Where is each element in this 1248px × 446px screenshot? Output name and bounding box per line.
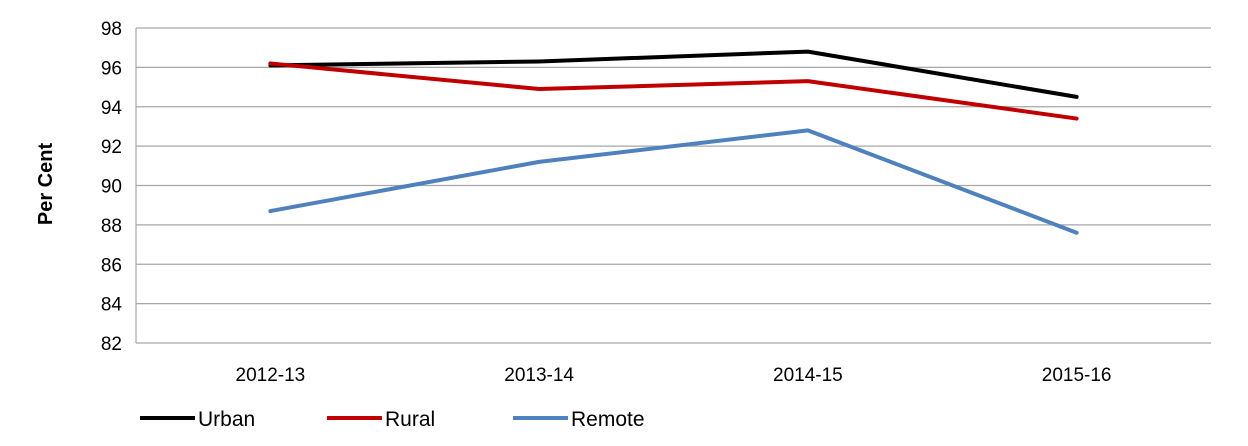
y-tick-label: 98: [101, 19, 122, 40]
y-tick-label: 82: [101, 334, 122, 355]
y-tick-labels: 82 84 86 88 90 92 94 96 98: [101, 19, 123, 355]
x-tick-label: 2013-14: [504, 365, 574, 386]
legend-label-urban: Urban: [198, 408, 255, 431]
y-tick-label: 86: [101, 255, 122, 276]
y-tick-label: 84: [101, 295, 123, 316]
legend-label-remote: Remote: [571, 408, 645, 431]
x-tick-label: 2014-15: [773, 365, 843, 386]
x-tick-label: 2012-13: [236, 365, 306, 386]
y-tick-label: 96: [101, 58, 122, 79]
y-tick-label: 94: [101, 98, 123, 119]
gridlines: [135, 27, 1211, 344]
series-line-remote: [268, 128, 1079, 235]
series-line-rural: [268, 61, 1079, 121]
x-tick-labels: 2012-13 2013-14 2014-15 2015-16: [236, 365, 1112, 386]
y-tick-label: 90: [101, 177, 122, 198]
legend-label-rural: Rural: [385, 408, 435, 431]
series-line-urban: [268, 49, 1079, 99]
y-tick-label: 92: [101, 137, 122, 158]
x-tick-label: 2015-16: [1042, 365, 1112, 386]
series-lines: [268, 49, 1079, 235]
y-tick-label: 88: [101, 216, 122, 237]
legend: Urban Rural Remote: [140, 408, 645, 431]
y-axis-title: Per Cent: [35, 143, 57, 226]
